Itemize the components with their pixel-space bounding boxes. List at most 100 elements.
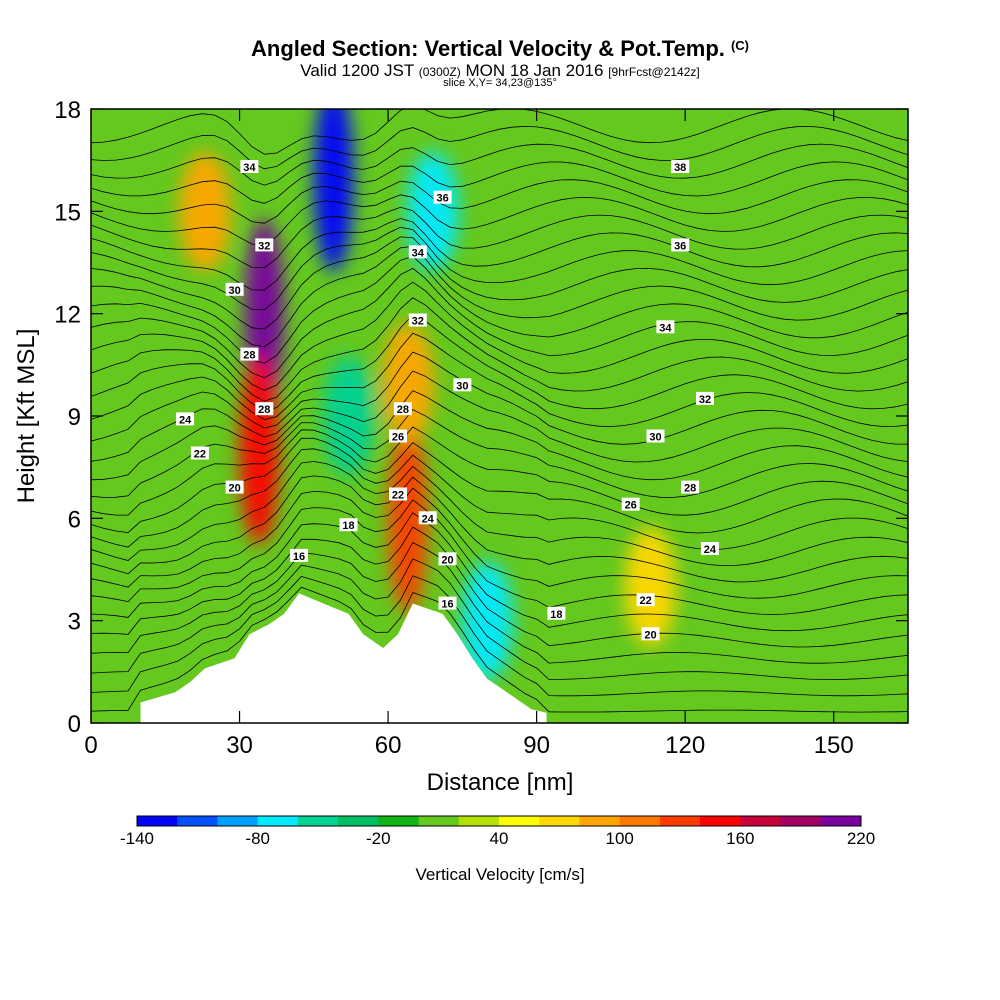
contour-label: 22 [392,490,404,502]
colorbar-cell [297,816,339,826]
colorbar-cell [499,816,540,826]
colorbar-cells [136,815,862,827]
colorbar-cell [740,816,782,826]
theta-contour [91,194,908,246]
theta-contour [91,499,908,615]
contour-label-box [255,402,274,416]
theta-contour [91,558,908,680]
theta-contour [91,390,908,481]
contour-label-box [547,606,566,620]
y-tick-label: 18 [54,97,81,124]
colorbar-cell [458,816,500,826]
theta-contour [91,461,908,567]
contour-label-box [290,548,308,562]
contour-label-box [408,313,427,327]
contour-label-box [240,347,259,361]
theta-contour [91,332,908,427]
contour-label-box [190,446,209,460]
contour-label-box [433,190,452,204]
contour-label-box [641,627,660,641]
contour-label: 28 [258,404,270,416]
theta-contour [91,526,908,648]
contour-label: 30 [649,432,661,444]
colorbar-cell [619,816,661,826]
contour-label-box [438,596,457,610]
valid-time: Valid 1200 JST [300,61,414,80]
valid-date: MON 18 Jan 2016 [465,61,604,80]
contour-label: 18 [342,520,354,532]
contour-label-box [418,511,437,525]
contour-label-box [453,378,472,392]
contour-label-box [225,480,244,494]
x-tick-label: 60 [375,732,402,759]
x-tick-label: 90 [523,732,550,759]
contour-label: 36 [436,193,448,205]
colorbar-cell [579,816,621,826]
contour-label-box [696,391,714,405]
contour-label: 24 [704,544,717,556]
contour-label: 26 [392,432,404,444]
colorbar-cell [217,816,259,826]
colorbar-frame [136,815,862,827]
contour-label-box [636,593,655,607]
theta-contour [91,586,908,713]
theta-contour [91,426,908,516]
contour-label-box [646,429,665,443]
theta-contour [91,448,908,550]
contour-labels: 34 32 30 28 28 24 22 20 18 16 36 34 32 30 28 26 22 24 20 16… [176,160,719,641]
plot-content [91,109,908,723]
contour-label: 30 [456,380,468,392]
theta-contours [91,109,908,713]
contour-label-box [176,412,195,426]
contour-label: 28 [684,483,696,495]
contour-label: 26 [625,500,637,512]
contour-label-box [700,542,719,555]
colorbar-cell [700,816,741,826]
contour-label: 22 [194,449,206,461]
theta-contour [91,245,908,348]
theta-contour [91,281,908,391]
theta-contour [91,351,908,445]
contour-label: 34 [243,162,256,174]
y-tick-label: 15 [54,199,81,226]
velocity-feature-downdraft [313,109,354,273]
velocity-feature-updraft [624,526,677,647]
contour-label-box [393,402,412,416]
slice-info: slice X,Y= 34,23@135° [443,77,557,89]
forecast-info: [9hrFcst@2142z] [608,65,700,79]
theta-contour [91,218,908,291]
colorbar-cell [780,816,822,826]
contour-label-box [671,160,690,173]
contour-label-box [389,487,407,501]
contour-label: 28 [243,350,255,362]
colorbar-cell [257,816,299,826]
colorbar-tick-label: -20 [366,829,391,848]
theta-contour [91,206,908,269]
velocity-feature-updraft [178,151,231,272]
velocity-feature-updraft [381,321,434,442]
colorbar-cell [137,816,178,826]
contour-label-box [389,429,407,443]
colorbar-cell [820,816,862,826]
title-text: Angled Section: Vertical Velocity & Pot.… [251,36,725,61]
contour-label: 24 [422,513,435,525]
colorbar-cell [177,816,218,826]
theta-contour [91,236,908,330]
contour-label: 38 [674,162,686,174]
contour-label: 16 [293,551,305,563]
contour-label-box [255,238,274,252]
contour-label: 34 [412,247,425,259]
theta-contour [91,179,908,224]
contour-label-box [408,245,427,259]
theta-contour [91,575,908,697]
velocity-feature-downdraft [461,560,514,681]
contour-label: 20 [644,629,656,641]
theta-contour [91,256,908,364]
contour-label-box [656,320,675,334]
theta-contour [91,143,908,186]
contour-label: 32 [258,240,270,252]
title-suffix: (C) [730,38,749,53]
colorbar-tick-label: 160 [726,829,754,848]
y-tick-label: 6 [68,506,81,533]
